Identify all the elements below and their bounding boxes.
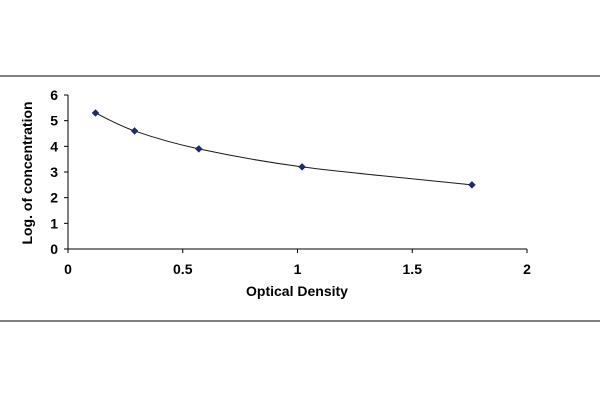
x-tick-label: 1.5: [403, 261, 423, 277]
y-tick-label: 4: [50, 138, 58, 154]
y-tick-label: 1: [50, 215, 58, 231]
x-tick-label: 1: [294, 261, 302, 277]
data-points: [91, 109, 476, 189]
data-point: [468, 180, 476, 189]
x-axis-title: Optical Density: [246, 283, 348, 299]
x-tick-label: 2: [523, 261, 531, 277]
data-point: [91, 109, 100, 117]
data-point: [194, 145, 203, 153]
y-tick-label: 6: [50, 87, 58, 103]
y-axis-title: Log. of concentration: [19, 101, 35, 244]
x-tick-label: 0.5: [173, 261, 193, 277]
x-tick-label: 0: [64, 261, 72, 277]
fit-curve: [95, 112, 472, 186]
axes: [67, 95, 527, 250]
y-tick-label: 0: [50, 241, 58, 257]
data-point: [130, 127, 139, 135]
y-tick-label: 5: [50, 113, 58, 129]
ticks: [64, 94, 528, 253]
tick-labels: 0 1 2 3 4 5 6 0 0.5 1 1.5 2: [50, 87, 531, 277]
y-tick-label: 3: [50, 164, 58, 180]
y-tick-label: 2: [50, 190, 58, 206]
data-point: [298, 163, 306, 171]
